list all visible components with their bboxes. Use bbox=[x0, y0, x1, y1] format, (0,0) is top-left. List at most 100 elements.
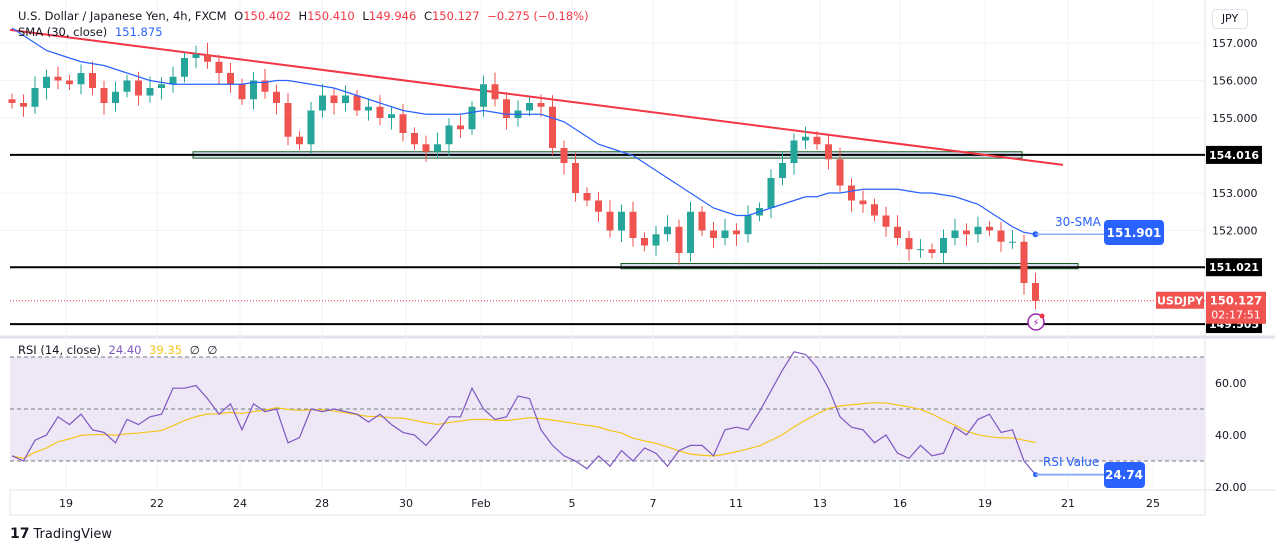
price-tick-label: 157.000 bbox=[1212, 37, 1258, 50]
candle-body bbox=[951, 230, 959, 238]
descending-trendline bbox=[9, 28, 1064, 166]
last-price-tag bbox=[1206, 291, 1266, 324]
candle-body bbox=[284, 103, 292, 137]
brand-text: TradingView bbox=[33, 526, 113, 542]
candle-body bbox=[905, 238, 913, 250]
time-tick-label: 24 bbox=[233, 497, 247, 510]
symbol-tag bbox=[1156, 291, 1204, 309]
candle-body bbox=[974, 226, 982, 235]
candle-body bbox=[54, 76, 62, 81]
candle-body bbox=[698, 211, 706, 231]
time-tick-label: 21 bbox=[1061, 497, 1075, 510]
sma-line bbox=[11, 27, 1036, 235]
support-resistance-zone bbox=[620, 263, 1079, 270]
candle-body bbox=[917, 249, 924, 251]
flash-icon bbox=[1027, 313, 1045, 331]
price-tick-label: 155.000 bbox=[1212, 112, 1258, 125]
candle-body bbox=[399, 114, 407, 133]
candle-body bbox=[687, 211, 694, 253]
candle-body bbox=[434, 144, 441, 152]
time-tick-label: 13 bbox=[813, 497, 827, 510]
candle-body bbox=[20, 103, 27, 107]
candle-body bbox=[503, 99, 510, 118]
candle-body bbox=[365, 106, 372, 111]
rsi-line bbox=[11, 351, 1036, 476]
currency-button[interactable]: JPY bbox=[1212, 9, 1248, 29]
sma-label: SMA (30, close) bbox=[18, 25, 108, 39]
candle-body bbox=[342, 95, 349, 103]
rsi-extra-1: ∅ bbox=[189, 343, 200, 357]
countdown-timer: 02:17:51 bbox=[1211, 309, 1260, 322]
rsi-label: RSI (14, close) bbox=[18, 343, 101, 357]
candle-body bbox=[330, 95, 338, 103]
candle-body bbox=[549, 106, 556, 148]
rsi-ma-value: 39.35 bbox=[149, 343, 183, 357]
rsi-tick-label: 60.00 bbox=[1215, 377, 1247, 390]
tradingview-logo: 17 TradingView bbox=[10, 526, 112, 542]
price-tick-label: 153.000 bbox=[1212, 187, 1258, 200]
candle-body bbox=[779, 163, 786, 178]
candle-body bbox=[802, 136, 809, 141]
candle-body bbox=[721, 230, 729, 238]
candle-body bbox=[664, 226, 671, 235]
candle-body bbox=[100, 88, 108, 103]
candle-body bbox=[1020, 241, 1028, 283]
candle-body bbox=[744, 215, 752, 235]
sma-legend[interactable]: SMA (30, close) 151.875 bbox=[18, 25, 167, 39]
candle-body bbox=[457, 125, 464, 130]
candle-body bbox=[928, 249, 936, 253]
candle-body bbox=[767, 178, 775, 208]
rsi-ma-line bbox=[11, 402, 1036, 460]
candle-body bbox=[169, 76, 177, 85]
time-tick-label: 5 bbox=[569, 497, 576, 510]
candle-body bbox=[273, 91, 280, 103]
level-price-tag bbox=[1206, 258, 1262, 277]
candle-body bbox=[997, 230, 1005, 242]
sma-callout-text: 30-SMA bbox=[1055, 215, 1102, 229]
candle-body bbox=[204, 54, 211, 62]
sma-value: 151.875 bbox=[114, 25, 163, 39]
candle-body bbox=[388, 114, 395, 118]
symbol-title: U.S. Dollar / Japanese Yen, 4h, FXCM bbox=[18, 9, 227, 23]
time-tick-label: 11 bbox=[729, 497, 743, 510]
low-label: L bbox=[362, 9, 369, 23]
candle-body bbox=[376, 106, 384, 118]
sma-callout-value: 151.901 bbox=[1107, 226, 1162, 240]
candle-body bbox=[158, 84, 165, 88]
candle-body bbox=[468, 106, 476, 130]
candle-body bbox=[31, 88, 39, 107]
last-price-value: 150.127 bbox=[1210, 294, 1262, 308]
time-tick-label: 30 bbox=[399, 497, 413, 510]
candle-body bbox=[8, 99, 16, 103]
candle-body bbox=[1032, 283, 1039, 301]
time-tick-label: 7 bbox=[650, 497, 657, 510]
candle-body bbox=[537, 103, 545, 107]
candle-body bbox=[560, 148, 568, 163]
candle-body bbox=[583, 193, 591, 201]
time-axis bbox=[9, 489, 1206, 516]
candle-body bbox=[836, 159, 844, 186]
sma-callout-tag bbox=[1104, 220, 1164, 245]
candle-body bbox=[215, 61, 223, 73]
candle-body bbox=[986, 226, 993, 231]
symbol-legend: U.S. Dollar / Japanese Yen, 4h, FXCM O15… bbox=[18, 9, 593, 23]
rsi-value: 24.40 bbox=[108, 343, 142, 357]
rsi-legend[interactable]: RSI (14, close) 24.40 39.35 ∅ ∅ bbox=[18, 343, 221, 357]
candle-body bbox=[652, 234, 660, 246]
candle-body bbox=[192, 54, 200, 58]
candle-body bbox=[595, 200, 602, 212]
candle-body bbox=[445, 125, 453, 145]
candle-body bbox=[813, 136, 821, 145]
level-price-tag bbox=[1206, 145, 1262, 164]
candle-body bbox=[629, 211, 637, 238]
time-tick-label: 19 bbox=[59, 497, 73, 510]
candle-body bbox=[675, 226, 683, 253]
candle-body bbox=[66, 80, 73, 85]
candle-body bbox=[641, 238, 648, 246]
candle-body bbox=[790, 140, 798, 163]
candle-body bbox=[181, 58, 188, 77]
level-price-label: 154.016 bbox=[1209, 149, 1259, 162]
rsi-tick-label: 20.00 bbox=[1215, 481, 1247, 494]
